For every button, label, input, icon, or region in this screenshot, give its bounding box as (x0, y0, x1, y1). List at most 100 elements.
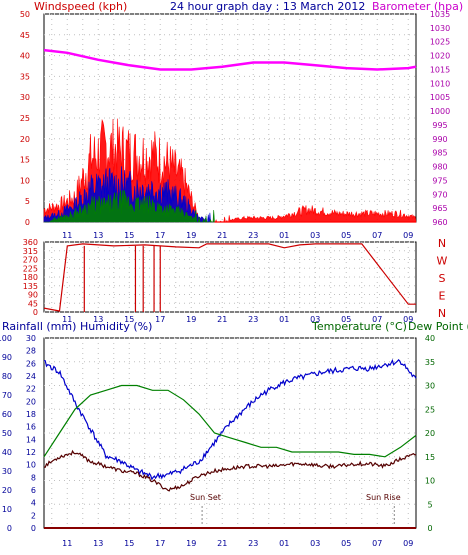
dir-x-tick: 13 (93, 315, 103, 324)
temp-x-tick: 05 (341, 539, 351, 548)
grid-lines (44, 13, 416, 529)
wind-y-tick: 30 (20, 93, 30, 102)
temp-x-tick: 23 (248, 539, 258, 548)
baro-y-tick: 970 (432, 190, 447, 199)
dir-y-tick: 225 (23, 264, 38, 273)
dir-x-tick: 23 (248, 315, 258, 324)
temp-y-tick: 40 (425, 334, 435, 343)
dir-cardinal: N (438, 307, 446, 320)
humidity-y-tick: 90 (2, 353, 12, 362)
wind-y-tick: 0 (25, 218, 30, 227)
wind-y-tick: 10 (20, 176, 30, 185)
dir-cardinal: E (439, 290, 446, 303)
humidity-y-tick: 40 (2, 448, 12, 457)
baro-y-tick: 1000 (430, 107, 450, 116)
temperature-axis-label: Temperature (°C) (311, 320, 407, 333)
rain-y-tick: 28 (26, 347, 36, 356)
temp-x-tick: 15 (124, 539, 134, 548)
humidity-axis-label: Humidity (%) (80, 320, 152, 333)
dewpoint-axis-label: Dew Point (°C) (408, 320, 468, 333)
temp-x-tick: 19 (186, 539, 196, 548)
temp-x-tick: 13 (93, 539, 103, 548)
humidity-y-tick: 80 (2, 372, 12, 381)
wind-y-tick: 50 (20, 10, 30, 19)
rain-y-tick: 4 (31, 499, 36, 508)
dir-y-tick: 90 (28, 291, 38, 300)
rain-y-tick: 8 (31, 473, 36, 482)
temp-y-tick: 0 (427, 524, 432, 533)
wind-x-tick: 01 (279, 231, 289, 240)
dir-x-tick: 19 (186, 315, 196, 324)
temp-y-tick: 10 (425, 477, 435, 486)
wind-x-tick: 23 (248, 231, 258, 240)
dir-x-tick: 11 (62, 315, 72, 324)
temp-x-tick: 01 (279, 539, 289, 548)
rain-y-tick: 10 (26, 461, 36, 470)
rainfall-axis-label: Rainfall (mm) (2, 320, 76, 333)
dir-x-tick: 21 (217, 315, 227, 324)
baro-y-tick: 1030 (430, 24, 450, 33)
sunset-label: Sun Set (190, 493, 221, 502)
wind-y-tick: 45 (20, 31, 30, 40)
humidity-y-tick: 60 (2, 410, 12, 419)
dir-y-tick: 135 (23, 282, 38, 291)
dir-x-tick: 15 (124, 315, 134, 324)
temp-x-tick: 17 (155, 539, 165, 548)
dir-x-tick: 17 (155, 315, 165, 324)
baro-y-tick: 1020 (430, 52, 450, 61)
dewpoint-line (43, 449, 417, 492)
baro-y-tick: 965 (432, 204, 447, 213)
dir-x-tick: 09 (403, 315, 413, 324)
humidity-y-tick: 10 (2, 505, 12, 514)
wind-x-tick: 21 (217, 231, 227, 240)
wind-y-tick: 25 (20, 114, 30, 123)
wind-y-tick: 15 (20, 156, 30, 165)
humidity-y-tick: 50 (2, 429, 12, 438)
direction-series (43, 243, 416, 312)
rain-y-tick: 20 (26, 397, 36, 406)
rain-y-tick: 24 (26, 372, 36, 381)
wind-x-tick: 15 (124, 231, 134, 240)
barometer-line (43, 48, 417, 71)
windspeed-axis-label: Windspeed (kph) (34, 0, 127, 13)
dir-y-tick: 180 (23, 273, 38, 282)
dir-x-tick: 05 (341, 315, 351, 324)
dir-cardinal: W (437, 255, 448, 268)
humidity-y-tick: 70 (2, 391, 12, 400)
chart-title: 24 hour graph day : 13 March 2012 (170, 0, 365, 13)
tick-labels: 0510152025303540455096096597097598098599… (0, 10, 450, 548)
wind-x-tick: 11 (62, 231, 72, 240)
wind-y-tick: 35 (20, 72, 30, 81)
temp-x-tick: 03 (310, 539, 320, 548)
avg-wind-line (44, 189, 215, 223)
humidity-y-tick: 100 (0, 334, 12, 343)
rain-y-tick: 2 (31, 511, 36, 520)
dir-cardinal: S (439, 272, 446, 285)
rain-y-tick: 22 (26, 385, 36, 394)
temperature-series (43, 358, 417, 529)
rain-y-tick: 6 (31, 486, 36, 495)
temp-y-tick: 25 (425, 405, 435, 414)
baro-y-tick: 1005 (430, 93, 450, 102)
wind-x-tick: 05 (341, 231, 351, 240)
baro-y-tick: 1025 (430, 38, 450, 47)
rain-y-tick: 0 (31, 524, 36, 533)
temp-y-tick: 20 (425, 429, 435, 438)
wind-x-tick: 17 (155, 231, 165, 240)
wind-x-tick: 19 (186, 231, 196, 240)
wind-y-tick: 5 (25, 197, 30, 206)
rain-y-tick: 16 (26, 423, 36, 432)
temp-x-tick: 21 (217, 539, 227, 548)
temp-x-tick: 11 (62, 539, 72, 548)
baro-y-tick: 980 (432, 163, 447, 172)
dir-x-tick: 03 (310, 315, 320, 324)
temp-y-tick: 5 (427, 500, 432, 509)
dir-y-tick: 45 (28, 299, 38, 308)
temp-y-tick: 15 (425, 453, 435, 462)
baro-y-tick: 975 (432, 176, 447, 185)
wind-x-tick: 09 (403, 231, 413, 240)
wind-y-tick: 40 (20, 52, 30, 61)
humidity-y-tick: 30 (2, 467, 12, 476)
wind-x-tick: 03 (310, 231, 320, 240)
